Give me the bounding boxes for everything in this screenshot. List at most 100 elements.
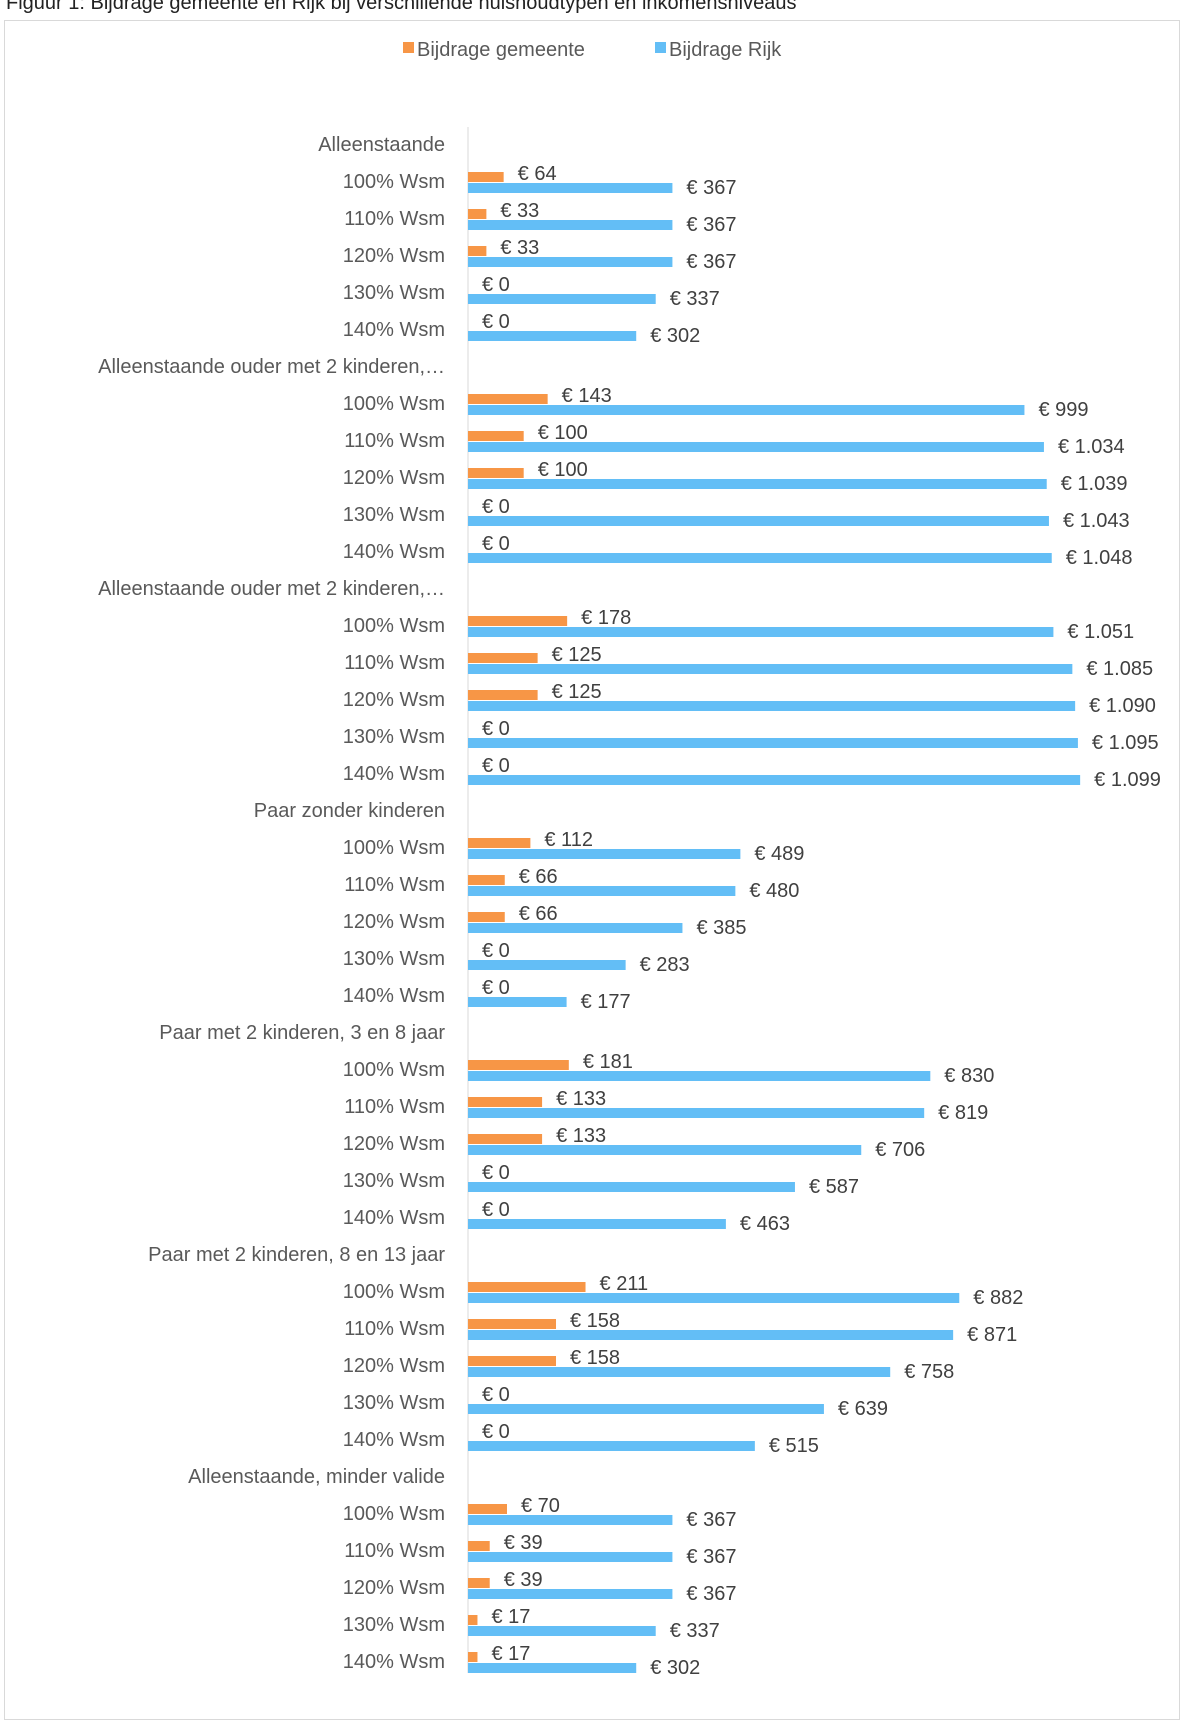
- group-label: Alleenstaande ouder met 2 kinderen,…: [98, 578, 445, 600]
- data-label-gemeente: € 211: [600, 1273, 649, 1295]
- bar-rijk: [468, 1108, 925, 1118]
- data-label-gemeente: € 0: [482, 496, 510, 518]
- data-label-rijk: € 385: [696, 917, 746, 939]
- data-label-rijk: € 489: [754, 843, 804, 865]
- row-label: 140% Wsm: [343, 1651, 445, 1673]
- data-label-rijk: € 758: [904, 1361, 954, 1383]
- row-label: 140% Wsm: [343, 985, 445, 1007]
- data-label-gemeente: € 133: [556, 1088, 606, 1110]
- bar-chart: Bijdrage gemeente Bijdrage Rijk Alleenstaa…: [98, 39, 1161, 1679]
- bar-rijk: [468, 886, 736, 896]
- legend-label: Bijdrage Rijk: [669, 39, 782, 61]
- bar-rijk: [468, 701, 1076, 711]
- bar-gemeente: [468, 1652, 478, 1662]
- data-label-rijk: € 367: [686, 251, 736, 273]
- bar-gemeente: [468, 653, 538, 663]
- data-label-rijk: € 480: [749, 880, 799, 902]
- row-label: 120% Wsm: [343, 911, 445, 933]
- row-label: 100% Wsm: [343, 1503, 445, 1525]
- data-label-gemeente: € 181: [583, 1051, 633, 1073]
- data-label-gemeente: € 64: [518, 163, 557, 185]
- data-label-gemeente: € 143: [562, 385, 612, 407]
- data-label-rijk: € 1.043: [1063, 510, 1130, 532]
- data-label-rijk: € 999: [1038, 399, 1088, 421]
- data-label-gemeente: € 39: [504, 1532, 543, 1554]
- data-label-gemeente: € 0: [482, 1162, 510, 1184]
- bar-rijk: [468, 960, 626, 970]
- data-label-rijk: € 639: [838, 1398, 888, 1420]
- bar-gemeente: [468, 246, 487, 256]
- data-label-rijk: € 367: [686, 1546, 736, 1568]
- caption-fragment: Figuur 1: Bijdrage gemeente en Rijk bij …: [0, 0, 1181, 26]
- data-label-gemeente: € 178: [581, 607, 631, 629]
- row-label: 120% Wsm: [343, 1133, 445, 1155]
- row-label: 100% Wsm: [343, 615, 445, 637]
- data-label-gemeente: € 125: [552, 681, 602, 703]
- bar-rijk: [468, 442, 1044, 452]
- data-label-gemeente: € 0: [482, 311, 510, 333]
- group-label: Alleenstaande ouder met 2 kinderen,…: [98, 356, 445, 378]
- bar-rijk: [468, 1219, 726, 1229]
- bar-rijk: [468, 923, 683, 933]
- data-label-gemeente: € 33: [500, 237, 539, 259]
- row-label: 120% Wsm: [343, 245, 445, 267]
- bar-rijk: [468, 997, 567, 1007]
- bar-rijk: [468, 1589, 673, 1599]
- group-label: Paar met 2 kinderen, 3 en 8 jaar: [159, 1022, 445, 1044]
- data-label-rijk: € 882: [973, 1287, 1023, 1309]
- group-label: Alleenstaande, minder valide: [188, 1466, 445, 1488]
- bar-rijk: [468, 405, 1025, 415]
- row-label: 130% Wsm: [343, 726, 445, 748]
- bar-rijk: [468, 627, 1054, 637]
- bar-rijk: [468, 516, 1049, 526]
- bar-rijk: [468, 1293, 960, 1303]
- bar-gemeente: [468, 1615, 478, 1625]
- bar-rijk: [468, 479, 1047, 489]
- bar-gemeente: [468, 1134, 543, 1144]
- bar-rijk: [468, 1404, 824, 1414]
- bar-rijk: [468, 1515, 673, 1525]
- data-label-rijk: € 1.051: [1067, 621, 1134, 643]
- data-label-rijk: € 337: [670, 1620, 720, 1642]
- row-label: 110% Wsm: [344, 1096, 445, 1118]
- data-label-rijk: € 283: [640, 954, 690, 976]
- data-label-rijk: € 302: [650, 325, 700, 347]
- row-label: 110% Wsm: [344, 874, 445, 896]
- data-label-rijk: € 1.085: [1086, 658, 1153, 680]
- data-label-gemeente: € 133: [556, 1125, 606, 1147]
- data-label-gemeente: € 0: [482, 718, 510, 740]
- data-label-rijk: € 706: [875, 1139, 925, 1161]
- legend-swatch: [655, 42, 666, 53]
- bar-rijk: [468, 738, 1078, 748]
- bar-gemeente: [468, 1356, 557, 1366]
- row-label: 130% Wsm: [343, 1392, 445, 1414]
- bar-gemeente: [468, 1541, 490, 1551]
- data-label-rijk: € 367: [686, 214, 736, 236]
- data-label-rijk: € 367: [686, 1509, 736, 1531]
- data-label-gemeente: € 112: [544, 829, 593, 851]
- data-label-rijk: € 1.099: [1094, 769, 1161, 791]
- bar-rijk: [468, 1441, 755, 1451]
- data-label-rijk: € 463: [740, 1213, 790, 1235]
- row-label: 120% Wsm: [343, 1355, 445, 1377]
- bar-gemeente: [468, 209, 487, 219]
- row-label: 140% Wsm: [343, 1429, 445, 1451]
- bar-rijk: [468, 553, 1052, 563]
- data-label-rijk: € 1.048: [1066, 547, 1133, 569]
- bar-gemeente: [468, 468, 524, 478]
- row-label: 140% Wsm: [343, 541, 445, 563]
- row-label: 130% Wsm: [343, 1614, 445, 1636]
- bar-rijk: [468, 1663, 637, 1673]
- row-label: 100% Wsm: [343, 1281, 445, 1303]
- bar-rijk: [468, 183, 673, 193]
- row-label: 100% Wsm: [343, 171, 445, 193]
- bar-rijk: [468, 331, 637, 341]
- data-label-gemeente: € 0: [482, 533, 510, 555]
- bar-gemeente: [468, 1578, 490, 1588]
- data-label-rijk: € 337: [670, 288, 720, 310]
- bar-rijk: [468, 1552, 673, 1562]
- bar-gemeente: [468, 431, 524, 441]
- row-label: 100% Wsm: [343, 837, 445, 859]
- bar-rijk: [468, 1367, 891, 1377]
- row-label: 140% Wsm: [343, 319, 445, 341]
